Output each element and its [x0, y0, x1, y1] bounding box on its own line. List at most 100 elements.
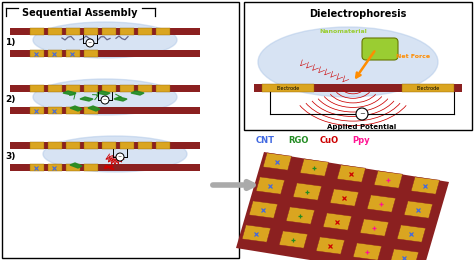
Text: Ppy: Ppy: [352, 136, 370, 145]
Text: 1): 1): [5, 38, 15, 47]
Ellipse shape: [258, 27, 438, 97]
Text: CNT: CNT: [256, 136, 275, 145]
Polygon shape: [323, 213, 352, 230]
Bar: [254, 84, 462, 92]
Polygon shape: [374, 171, 402, 188]
Polygon shape: [390, 249, 419, 260]
Bar: [138, 85, 152, 92]
Text: Electrode: Electrode: [276, 86, 300, 90]
Text: 3): 3): [5, 152, 15, 161]
Circle shape: [86, 39, 94, 47]
Bar: [30, 28, 44, 35]
Bar: [120, 142, 134, 149]
Bar: [10, 164, 200, 171]
Text: ~: ~: [103, 98, 107, 102]
Polygon shape: [63, 91, 76, 95]
Text: ~: ~: [88, 41, 92, 46]
Text: Net Force: Net Force: [396, 54, 430, 58]
Bar: [84, 142, 98, 149]
Polygon shape: [360, 219, 389, 236]
FancyBboxPatch shape: [362, 38, 398, 60]
Bar: [84, 107, 98, 114]
Polygon shape: [131, 91, 144, 95]
Text: 2): 2): [5, 95, 15, 104]
Bar: [102, 28, 116, 35]
Bar: [10, 142, 200, 149]
Bar: [66, 142, 80, 149]
Polygon shape: [330, 189, 359, 206]
Bar: [48, 142, 62, 149]
Polygon shape: [80, 97, 93, 101]
Bar: [30, 164, 44, 171]
Bar: [48, 50, 62, 57]
Bar: [84, 28, 98, 35]
Bar: [120, 28, 134, 35]
Polygon shape: [397, 225, 426, 242]
Bar: [84, 50, 98, 57]
Bar: [30, 142, 44, 149]
Polygon shape: [353, 243, 382, 260]
Bar: [2, 2, 239, 258]
Bar: [138, 142, 152, 149]
Polygon shape: [236, 152, 449, 260]
Bar: [84, 164, 98, 171]
Bar: [66, 85, 80, 92]
Ellipse shape: [43, 136, 187, 172]
Bar: [66, 164, 80, 171]
Bar: [10, 28, 200, 35]
Text: ~: ~: [118, 154, 122, 159]
Bar: [30, 85, 44, 92]
Polygon shape: [70, 106, 82, 111]
Polygon shape: [70, 163, 82, 168]
Polygon shape: [293, 183, 321, 200]
Bar: [66, 28, 80, 35]
Bar: [102, 142, 116, 149]
Bar: [84, 85, 98, 92]
Polygon shape: [316, 237, 345, 254]
Bar: [262, 84, 314, 92]
Text: ~: ~: [359, 111, 365, 117]
Text: CuO: CuO: [320, 136, 339, 145]
Bar: [102, 85, 116, 92]
Text: Dielectrophoresis: Dielectrophoresis: [310, 9, 407, 19]
Ellipse shape: [33, 22, 177, 58]
Bar: [156, 85, 170, 92]
Polygon shape: [114, 97, 127, 101]
Polygon shape: [286, 207, 315, 224]
Polygon shape: [300, 159, 328, 176]
Bar: [10, 85, 200, 92]
Polygon shape: [256, 177, 284, 194]
Polygon shape: [404, 201, 433, 218]
Polygon shape: [263, 153, 292, 170]
Polygon shape: [337, 165, 365, 182]
Circle shape: [101, 96, 109, 104]
Polygon shape: [88, 106, 100, 111]
Bar: [66, 107, 80, 114]
Bar: [244, 2, 472, 130]
Bar: [156, 28, 170, 35]
Polygon shape: [279, 231, 308, 248]
Bar: [66, 50, 80, 57]
Polygon shape: [242, 225, 271, 242]
Circle shape: [356, 108, 368, 120]
Polygon shape: [367, 195, 396, 212]
Bar: [48, 164, 62, 171]
Text: Electrode: Electrode: [416, 86, 439, 90]
Polygon shape: [97, 91, 110, 95]
Bar: [48, 28, 62, 35]
Bar: [156, 142, 170, 149]
Bar: [10, 50, 200, 57]
Bar: [30, 50, 44, 57]
Bar: [10, 107, 200, 114]
Text: Nanomaterial: Nanomaterial: [319, 29, 367, 34]
Polygon shape: [249, 201, 278, 218]
Bar: [48, 107, 62, 114]
Text: Sequential Assembly: Sequential Assembly: [22, 8, 138, 18]
Bar: [138, 28, 152, 35]
Bar: [402, 84, 454, 92]
Polygon shape: [411, 177, 439, 194]
Text: Applied Potential: Applied Potential: [328, 124, 397, 130]
Bar: [120, 85, 134, 92]
Ellipse shape: [33, 79, 177, 115]
Bar: [48, 85, 62, 92]
